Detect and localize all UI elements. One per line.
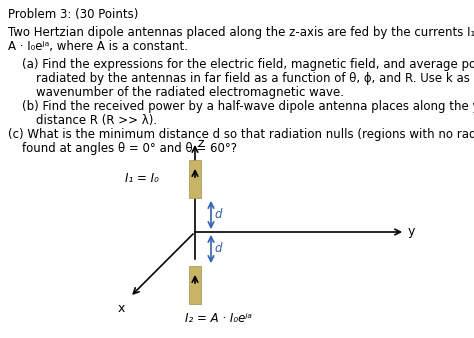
Text: found at angles θ = 0° and θ = 60°?: found at angles θ = 0° and θ = 60°? bbox=[22, 142, 237, 155]
Text: distance R (R >> λ).: distance R (R >> λ). bbox=[36, 114, 157, 127]
Text: x: x bbox=[118, 302, 125, 315]
Text: Two Hertzian dipole antennas placed along the z-axis are fed by the currents I₁ : Two Hertzian dipole antennas placed alon… bbox=[8, 26, 474, 39]
Text: (b) Find the received power by a half-wave dipole antenna places along the y-axi: (b) Find the received power by a half-wa… bbox=[22, 100, 474, 113]
Text: A · I₀eʲᵃ, where A is a constant.: A · I₀eʲᵃ, where A is a constant. bbox=[8, 40, 188, 53]
Bar bbox=[189, 160, 201, 198]
Bar bbox=[189, 266, 201, 304]
Text: radiated by the antennas in far field as a function of θ, ϕ, and R. Use k as the: radiated by the antennas in far field as… bbox=[36, 72, 474, 85]
Text: d: d bbox=[214, 242, 221, 256]
Text: d: d bbox=[214, 209, 221, 221]
Text: wavenumber of the radiated electromagnetic wave.: wavenumber of the radiated electromagnet… bbox=[36, 86, 344, 99]
Text: I₁ = I₀: I₁ = I₀ bbox=[125, 172, 159, 186]
Text: (c) What is the minimum distance d so that radiation nulls (regions with no radi: (c) What is the minimum distance d so th… bbox=[8, 128, 474, 141]
Text: y: y bbox=[408, 225, 415, 239]
Text: (a) Find the expressions for the electric field, magnetic field, and average pow: (a) Find the expressions for the electri… bbox=[22, 58, 474, 71]
Text: Problem 3: (30 Points): Problem 3: (30 Points) bbox=[8, 8, 138, 21]
Text: z: z bbox=[198, 137, 204, 150]
Text: I₂ = A · I₀eʲᵃ: I₂ = A · I₀eʲᵃ bbox=[185, 312, 252, 325]
